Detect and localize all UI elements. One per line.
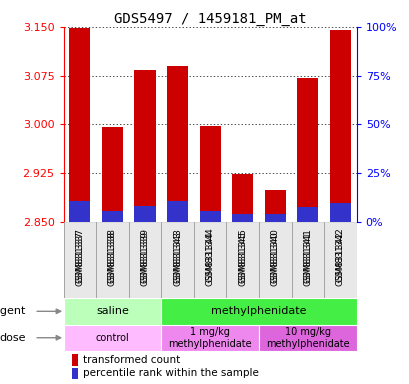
Text: GSM831341: GSM831341 [303,231,312,286]
Bar [63,324,161,351]
Text: GSM831344: GSM831344 [205,231,214,286]
Bar [329,203,350,222]
Bar [329,30,350,222]
Text: dose: dose [0,333,25,343]
Title: GDS5497 / 1459181_PM_at: GDS5497 / 1459181_PM_at [114,12,306,26]
Text: GSM831337: GSM831337 [75,231,84,286]
Text: saline: saline [96,306,128,316]
Bar [101,127,123,222]
Bar [199,211,220,222]
Bar [72,354,77,366]
Text: 1 mg/kg
methylphenidate: 1 mg/kg methylphenidate [168,327,251,349]
Bar [291,222,324,298]
Bar [297,207,318,222]
Text: GSM831340: GSM831340 [270,231,279,286]
Bar [161,222,193,298]
Bar [166,66,188,222]
Bar [166,201,188,222]
Bar [96,222,128,298]
Bar [101,210,123,222]
Bar [134,206,155,222]
Text: GSM831342: GSM831342 [335,228,344,283]
Bar [72,367,77,379]
Text: transformed count: transformed count [82,355,180,365]
Text: GSM831338: GSM831338 [108,228,117,283]
Text: GSM831341: GSM831341 [303,228,312,283]
Text: GSM831342: GSM831342 [335,231,344,286]
Text: 10 mg/kg
methylphenidate: 10 mg/kg methylphenidate [265,327,349,349]
Text: GSM831345: GSM831345 [238,231,247,286]
Text: GSM831339: GSM831339 [140,231,149,286]
Bar [297,78,318,222]
Bar [231,174,253,222]
Bar [69,28,90,222]
Text: GSM831339: GSM831339 [140,228,149,283]
Text: GSM831340: GSM831340 [270,228,279,283]
Text: GSM831338: GSM831338 [108,231,117,286]
Bar [134,70,155,222]
Bar [63,298,161,324]
Bar [63,222,96,298]
Text: GSM831343: GSM831343 [173,231,182,286]
Text: control: control [95,333,129,343]
Text: methylphenidate: methylphenidate [211,306,306,316]
Bar [161,298,356,324]
Bar [264,190,285,222]
Bar [258,222,291,298]
Bar [264,214,285,222]
Text: GSM831345: GSM831345 [238,228,247,283]
Text: GSM831343: GSM831343 [173,228,182,283]
Bar [161,324,258,351]
Bar [199,126,220,222]
Text: GSM831337: GSM831337 [75,228,84,283]
Bar [258,324,356,351]
Bar [324,222,356,298]
Bar [231,214,253,222]
Bar [69,201,90,222]
Bar [128,222,161,298]
Text: percentile rank within the sample: percentile rank within the sample [82,368,258,378]
Bar [193,222,226,298]
Text: GSM831344: GSM831344 [205,228,214,283]
Text: agent: agent [0,306,25,316]
Bar [226,222,258,298]
